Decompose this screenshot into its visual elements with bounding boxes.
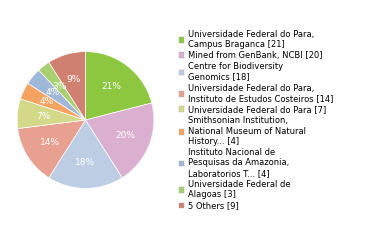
Text: 21%: 21%	[101, 82, 122, 91]
Text: 3%: 3%	[52, 82, 67, 91]
Wedge shape	[49, 52, 86, 120]
Text: 9%: 9%	[66, 75, 81, 84]
Wedge shape	[39, 62, 86, 120]
Wedge shape	[49, 120, 122, 188]
Text: 4%: 4%	[40, 97, 54, 107]
Text: 4%: 4%	[46, 89, 60, 97]
Text: 7%: 7%	[36, 112, 51, 120]
Text: 14%: 14%	[40, 138, 60, 147]
Wedge shape	[21, 83, 86, 120]
Legend: Universidade Federal do Para,
Campus Braganca [21], Mined from GenBank, NCBI [20: Universidade Federal do Para, Campus Bra…	[179, 30, 333, 210]
Text: 20%: 20%	[115, 131, 135, 140]
Wedge shape	[86, 52, 152, 120]
Wedge shape	[17, 120, 86, 178]
Wedge shape	[28, 70, 86, 120]
Text: 18%: 18%	[76, 158, 95, 167]
Wedge shape	[86, 103, 154, 178]
Wedge shape	[17, 99, 85, 129]
